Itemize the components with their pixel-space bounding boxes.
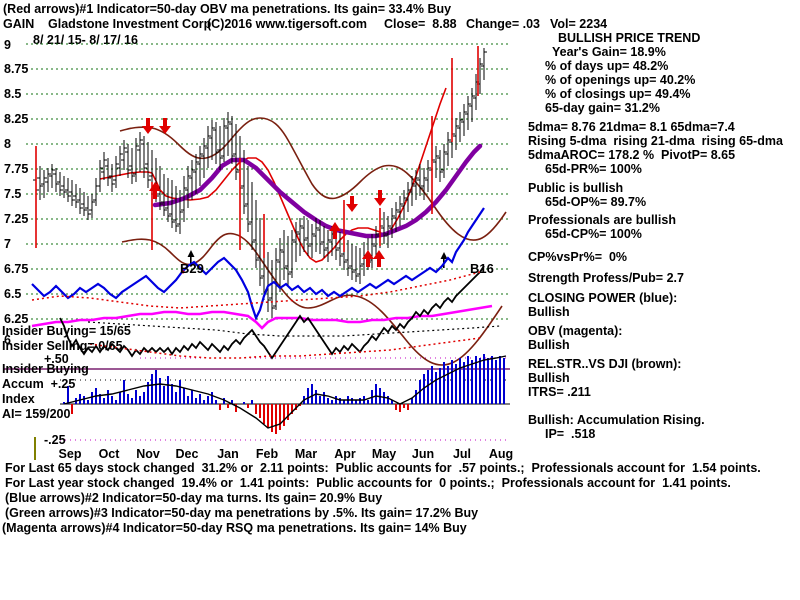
red-arrow-down — [374, 190, 386, 206]
plus-half-label: +.50 — [44, 352, 69, 366]
panel-dma-values: 5dma= 8.76 21dma= 8.1 65dma=7.4 — [528, 120, 735, 134]
red-arrow-up — [373, 250, 385, 267]
x-axis-month-mar: Mar — [294, 447, 318, 461]
panel-relstr-label: REL.STR..VS DJI (brown): — [528, 357, 682, 371]
header-change-value: Change= .03 — [466, 17, 540, 31]
x-axis-month-dec: Dec — [175, 447, 199, 461]
insider-buying-count: Insider Buying= 15/65 — [2, 324, 131, 338]
relstr-dotted-red-lower — [89, 337, 481, 359]
header-copyright: (C)2016 www.tigersoft.com — [207, 17, 367, 31]
y-axis-label-9: 9 — [4, 38, 11, 52]
insider-buying-label: Insider Buying — [2, 362, 89, 376]
insider-selling-count: Insider Selling= 0/65 — [2, 339, 123, 353]
index-label: Index — [2, 392, 35, 406]
accumulation-index-histogram — [60, 354, 510, 434]
chart-date-range: 8/ 21/ 15- 8/ 17/ 16 — [33, 33, 138, 47]
panel-openings-up: % of openings up= 40.2% — [545, 73, 696, 87]
y-axis-label-7.75: 7.75 — [4, 162, 29, 176]
x-axis-month-apr: Apr — [334, 447, 356, 461]
x-axis-month-jun: Jun — [411, 447, 435, 461]
footer-65day-summary: For Last 65 days stock changed 31.2% or … — [5, 461, 761, 475]
accum-label: Accum +.25 — [2, 377, 76, 391]
x-axis-month-aug: Aug — [488, 447, 514, 461]
panel-cp-vs-pr: CP%vsPr%= 0% — [528, 250, 628, 264]
x-axis-month-sep: Sep — [58, 447, 82, 461]
red-arrow-up — [362, 250, 374, 267]
y-axis-label-6.5: 6.5 — [4, 287, 22, 301]
price-ohlc-bars — [33, 48, 487, 318]
panel-professionals-bullish: Professionals are bullish — [528, 213, 676, 227]
panel-years-gain: Year's Gain= 18.9% — [552, 45, 666, 59]
panel-accumulation-status: Bullish: Accumulation Rising. — [528, 413, 705, 427]
band-upper-brown — [119, 117, 507, 241]
y-axis-label-6.75: 6.75 — [4, 262, 29, 276]
panel-65day-gain: 65-day gain= 31.2% — [545, 101, 660, 115]
panel-ip-value: IP= .518 — [545, 427, 596, 441]
red-arrow-up — [149, 182, 161, 199]
panel-65d-pr: 65d-PR%= 100% — [545, 162, 642, 176]
red-arrow-down — [142, 118, 154, 134]
relative-strength-black — [59, 265, 485, 360]
panel-closing-power-value: Bullish — [528, 305, 570, 319]
band-lower-brown — [121, 232, 503, 366]
y-axis-label-6.25: 6.25 — [4, 312, 29, 326]
relstr-dotted-red-upper — [31, 271, 481, 309]
x-axis-month-jan: Jan — [217, 447, 239, 461]
x-axis-month-feb: Feb — [255, 447, 279, 461]
panel-rising-dma: Rising 5-dma rising 21-dma rising 65-dma — [528, 134, 783, 148]
y-axis-label-7.25: 7.25 — [4, 212, 29, 226]
y-axis-label-7: 7 — [4, 237, 11, 251]
header-close-value: Close= 8.88 — [384, 17, 457, 31]
panel-title: BULLISH PRICE TREND — [558, 31, 701, 45]
panel-itrs-value: ITRS= .211 — [528, 385, 591, 399]
red-arrow-down — [159, 118, 171, 134]
header-company-name: Gladstone Investment Corp — [48, 17, 212, 31]
panel-obv-value: Bullish — [528, 338, 570, 352]
footer-magenta-arrows-indicator: (Magenta arrows)#4 Indicator=50-day RSQ … — [2, 521, 467, 535]
ai-value-label: AI= 159/200 — [2, 407, 71, 421]
y-axis-label-7.5: 7.5 — [4, 187, 22, 201]
panel-days-up: % of days up= 48.2% — [545, 59, 669, 73]
x-axis-month-jul: Jul — [452, 447, 472, 461]
closing-power-blue — [31, 207, 485, 321]
panel-obv-label: OBV (magenta): — [528, 324, 623, 338]
annotation-b16: B16 — [470, 261, 494, 276]
footer-green-arrows-indicator: (Green arrows)#3 Indicator=50-day ma pen… — [5, 506, 479, 520]
minus-quarter-label: -.25 — [44, 433, 66, 447]
footer-blue-arrows-indicator: (Blue arrows)#2 Indicator=50-day ma turn… — [5, 491, 383, 505]
red-arrow-group — [142, 118, 448, 268]
x-axis-month-oct: Oct — [98, 447, 120, 461]
footer-year-summary: For Last year stock changed 19.4% or 1.4… — [5, 476, 731, 490]
y-axis-label-8: 8 — [4, 137, 11, 151]
x-axis-month-may: May — [371, 447, 397, 461]
y-axis-label-6: 6 — [4, 333, 11, 347]
red-arrow-up — [329, 222, 341, 239]
panel-strength-prof-pub: Strength Profess/Pub= 2.7 — [528, 271, 684, 285]
y-axis-label-8.5: 8.5 — [4, 87, 22, 101]
y-axis-label-8.75: 8.75 — [4, 62, 29, 76]
signal-vertical-lines — [35, 46, 479, 258]
panel-relstr-value: Bullish — [528, 371, 570, 385]
ma-red-line — [99, 87, 447, 263]
panel-65d-cp: 65d-CP%= 100% — [545, 227, 642, 241]
panel-65d-op: 65d-OP%= 89.7% — [545, 195, 647, 209]
y-axis-label-8.25: 8.25 — [4, 112, 29, 126]
header-volume-value: Vol= 2234 — [550, 17, 608, 31]
black-arrow-up — [187, 250, 195, 266]
header-ticker: GAIN — [3, 17, 35, 31]
panel-closings-up: % of closings up= 49.4% — [545, 87, 691, 101]
annotation-b29: B29 — [180, 261, 204, 276]
panel-closing-power-label: CLOSING POWER (blue): — [528, 291, 678, 305]
x-axis-month-nov: Nov — [136, 447, 160, 461]
header-indicator-line: (Red arrows)#1 Indicator=50-day OBV ma p… — [3, 2, 452, 16]
panel-public-bullish: Public is bullish — [528, 181, 624, 195]
red-arrow-down — [346, 196, 358, 212]
panel-aroc-pivot: 5dmaAROC= 178.2 % PivotP= 8.65 — [528, 148, 736, 162]
